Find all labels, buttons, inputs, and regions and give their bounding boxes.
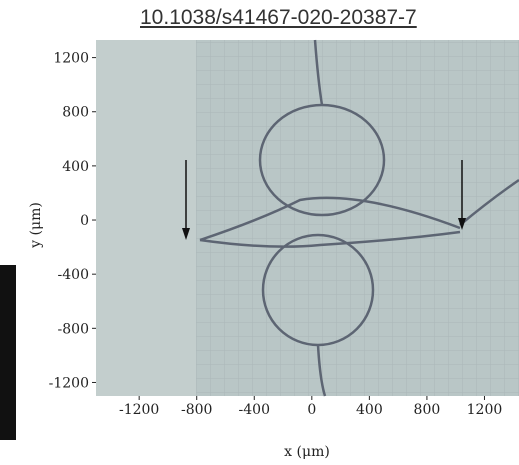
y-tick-label: -800 [58, 321, 89, 337]
arrow-head [182, 228, 190, 240]
y-tick-label: 400 [62, 159, 89, 175]
texture [196, 40, 519, 396]
y-tick-label: 0 [80, 213, 89, 229]
neighbor-image [0, 265, 16, 440]
x-tick-label: 800 [414, 402, 441, 418]
y-tick-label: 800 [62, 105, 89, 121]
y-tick-label: -1200 [49, 375, 89, 391]
arrow-head [458, 218, 466, 230]
x-tick-label: -800 [181, 402, 212, 418]
features [199, 39, 519, 397]
x-tick-label: 400 [356, 402, 383, 418]
y-tick-label: -400 [58, 267, 89, 283]
x-tick-label: 0 [307, 402, 316, 418]
x-tick-label: -1200 [119, 402, 159, 418]
annotations [182, 160, 466, 240]
x-tick-label: 1200 [467, 402, 503, 418]
x-tick-label: -400 [239, 402, 270, 418]
micrograph-left [96, 40, 196, 396]
x-axis-label: x (μm) [284, 444, 330, 460]
y-axis-label: y (μm) [28, 202, 44, 249]
y-tick-label: 1200 [53, 51, 89, 67]
doi-link[interactable]: 10.1038/s41467-020-20387-7 [140, 6, 417, 29]
